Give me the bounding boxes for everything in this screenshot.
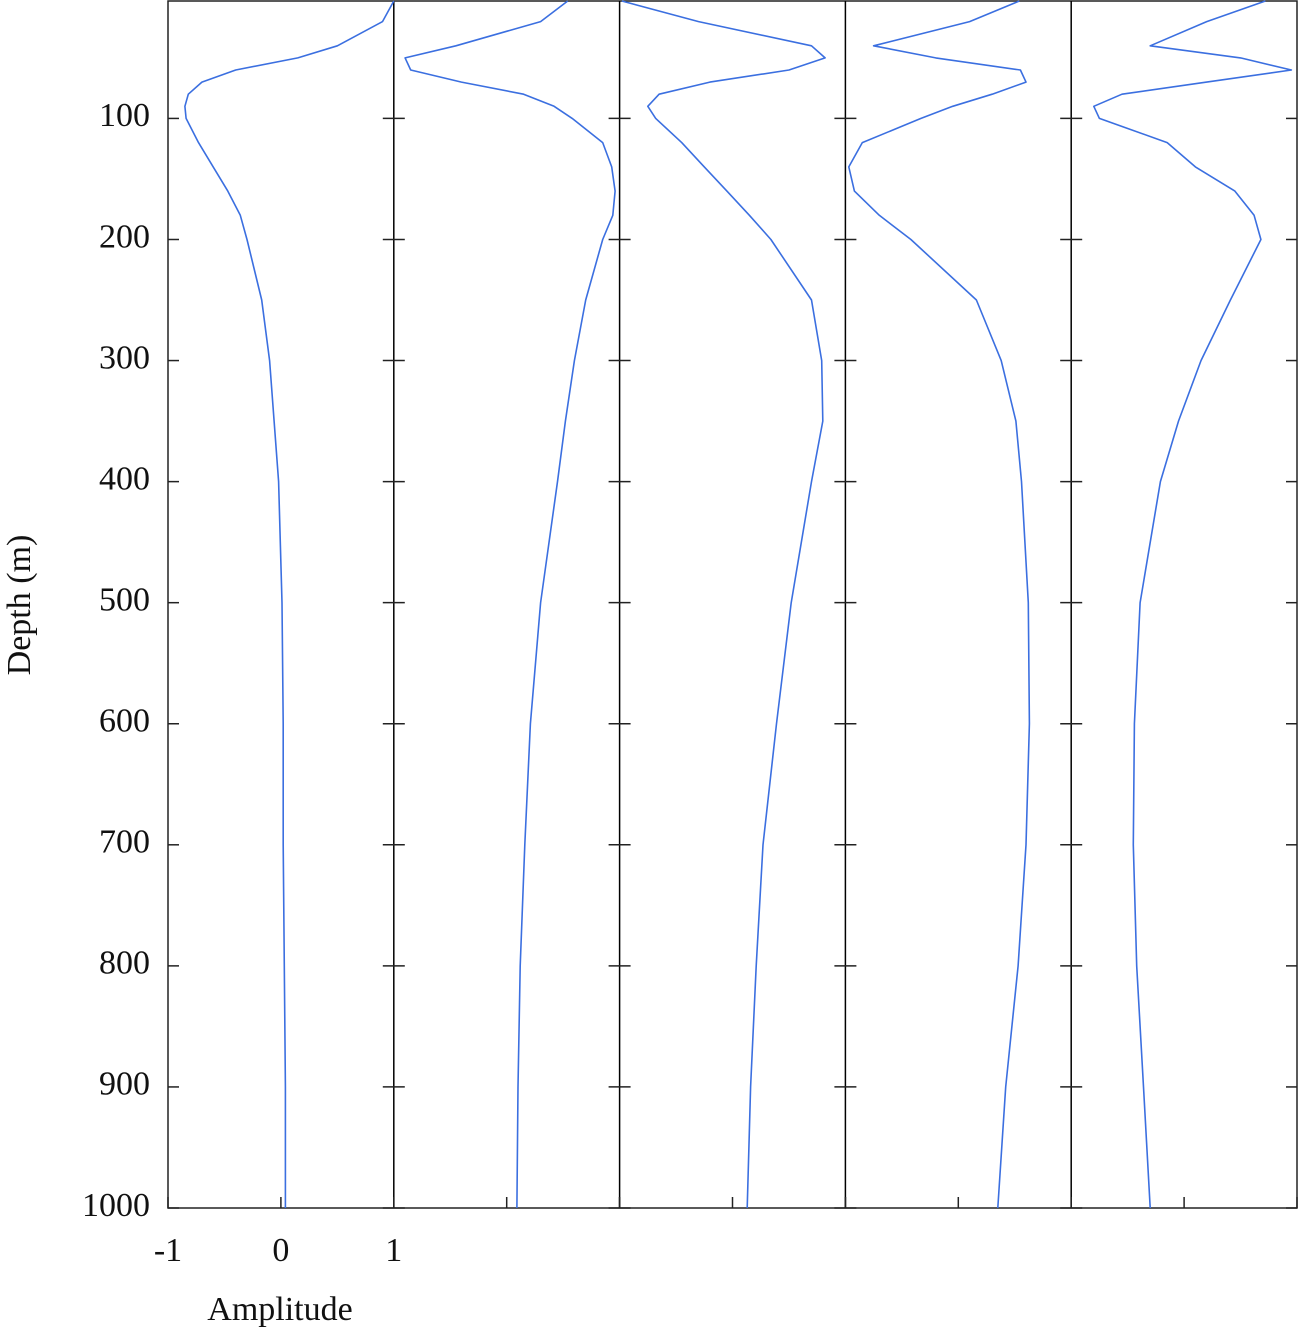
y-tick-label: 900 [99, 1066, 150, 1103]
x-axis-label: Amplitude [207, 1291, 352, 1328]
y-tick-label: 300 [99, 339, 150, 376]
y-tick-label: 600 [99, 703, 150, 740]
x-tick-label: -1 [154, 1232, 182, 1269]
profile-line [847, 0, 1031, 1209]
x-tick-label: 1 [385, 1232, 402, 1269]
y-tick-label: 500 [99, 581, 150, 618]
y-tick-label: 700 [99, 824, 150, 861]
y-tick-label: 800 [99, 945, 150, 982]
y-axis-label: Depth (m) [1, 535, 38, 676]
profile-line [184, 0, 395, 1208]
y-tick-label: 1000 [82, 1187, 150, 1224]
y-tick-label: 100 [99, 97, 150, 134]
plot-frame [167, 0, 1298, 1209]
profile-line [621, 0, 826, 1209]
profile-line [404, 0, 616, 1209]
y-tick-label: 400 [99, 460, 150, 497]
y-tick-label: 200 [99, 218, 150, 255]
profile-line [1093, 0, 1293, 1209]
x-tick-label: 0 [272, 1232, 289, 1269]
